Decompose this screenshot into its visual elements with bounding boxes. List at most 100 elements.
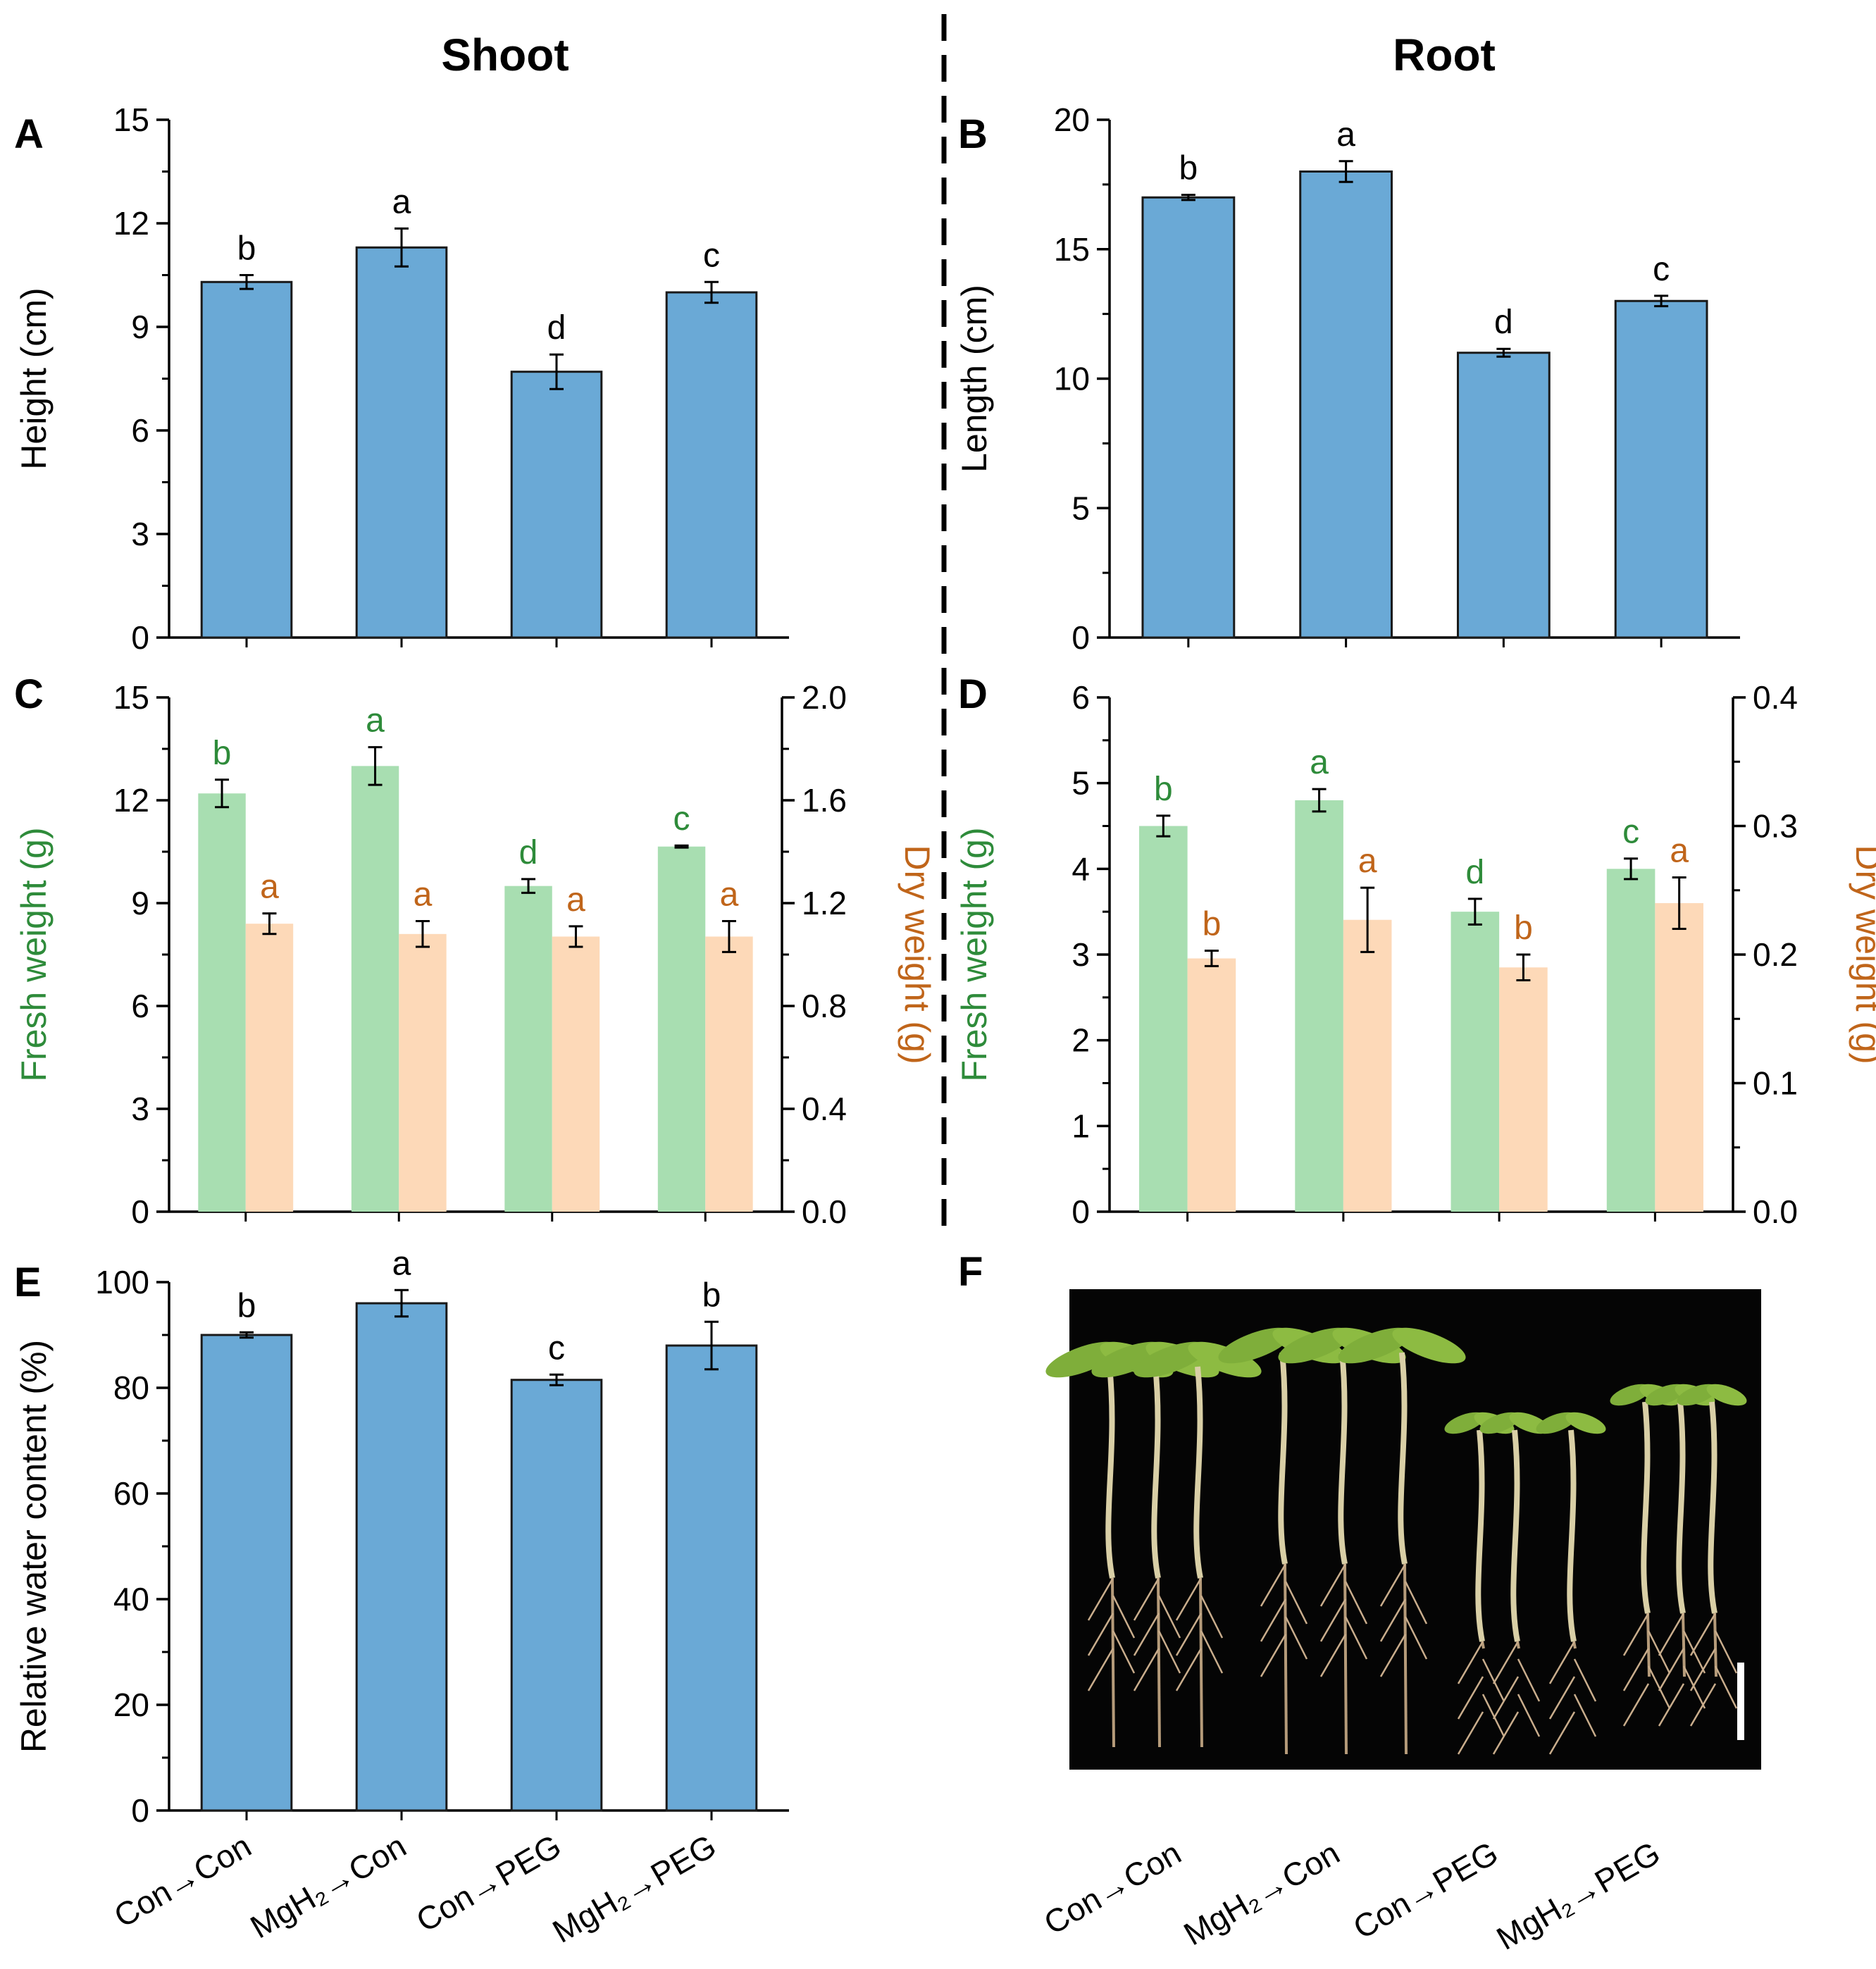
y-tick-label: 0	[131, 619, 149, 656]
seedling-lateral-root	[1319, 1598, 1347, 1642]
seedling-lateral-root	[1087, 1577, 1114, 1621]
seedling-lateral-root	[1457, 1641, 1484, 1684]
significance-letter: a	[1358, 843, 1377, 880]
seedlings-illustration	[1045, 1327, 1747, 1755]
seedling-lateral-root	[1647, 1665, 1671, 1709]
bar	[1299, 170, 1393, 639]
seedling-leaf	[1392, 1327, 1466, 1364]
seedling-lateral-root	[1573, 1658, 1597, 1702]
bar	[355, 1302, 448, 1812]
seedling-lateral-root	[1689, 1613, 1717, 1656]
panel-a-height-chart: A 0 3 6 9 12 15 Height (cm) b a d c	[14, 101, 789, 656]
y-tick-label: 20	[1054, 101, 1090, 138]
seedling-stem	[1398, 1352, 1408, 1565]
significance-letter: a	[566, 881, 585, 919]
significance-letter: a	[1310, 744, 1329, 781]
y-tick-label: 100	[95, 1264, 149, 1300]
seedling-lateral-root	[1658, 1613, 1685, 1656]
seedling-lateral-root	[1404, 1616, 1428, 1660]
seedling-lateral-root	[1492, 1641, 1520, 1684]
x-tick-label: Con→PEG	[410, 1827, 567, 1939]
y-tick-label: 0	[131, 1792, 149, 1829]
y2-tick-label: 2.0	[802, 679, 847, 716]
significance-letter: c	[1622, 814, 1639, 851]
y-axis-label: Height (cm)	[14, 287, 54, 469]
significance-letter: a	[260, 869, 279, 906]
bar	[1655, 903, 1703, 1212]
seedling-lateral-root	[1319, 1563, 1347, 1607]
bar	[399, 933, 447, 1212]
significance-letter: b	[1154, 771, 1173, 808]
header-shoot: Shoot	[441, 30, 569, 80]
seedling-stem	[1676, 1401, 1686, 1614]
significance-letter: c	[673, 800, 690, 838]
seedling-lateral-root	[1457, 1676, 1484, 1720]
bar	[665, 1344, 758, 1812]
y2-tick-label: 0.0	[1753, 1193, 1798, 1230]
y-tick-label: 12	[113, 782, 149, 819]
significance-letter: b	[1179, 150, 1198, 187]
seedling-lateral-root	[1112, 1595, 1136, 1639]
seedling-lateral-root	[1548, 1676, 1576, 1720]
significance-letter: b	[237, 230, 256, 268]
significance-letter: b	[1203, 906, 1222, 943]
y-tick-label: 9	[131, 885, 149, 921]
seedling-stem	[1338, 1352, 1348, 1565]
seedling-lateral-root	[1492, 1711, 1520, 1755]
seedling-lateral-root	[1260, 1598, 1287, 1642]
significance-letter: a	[720, 876, 739, 914]
seedling-lateral-root	[1087, 1613, 1114, 1656]
seedling-stem	[1278, 1352, 1288, 1565]
bar	[1141, 196, 1236, 639]
seedling-leaf	[1706, 1384, 1747, 1406]
bar	[504, 886, 552, 1212]
bar	[510, 1379, 603, 1812]
significance-letter: c	[548, 1329, 565, 1367]
significance-letter: d	[519, 834, 538, 871]
seedling-lateral-root	[1714, 1630, 1738, 1674]
bar	[1343, 919, 1392, 1212]
significance-letter: b	[213, 735, 232, 772]
y-tick-label: 2	[1071, 1022, 1090, 1059]
y-tick-label: 6	[131, 988, 149, 1024]
significance-letter: a	[1336, 116, 1355, 154]
y2-tick-label: 1.6	[802, 782, 847, 819]
seedling-lateral-root	[1714, 1665, 1738, 1709]
seedling-lateral-root	[1175, 1613, 1203, 1656]
bar	[510, 371, 603, 639]
bar	[245, 924, 294, 1212]
y2-tick-label: 0.2	[1753, 936, 1798, 973]
significance-letter: d	[1465, 854, 1484, 891]
seedling-stem	[1105, 1366, 1115, 1579]
bar	[351, 766, 399, 1212]
photo-category-label: Con→PEG	[1347, 1834, 1504, 1946]
seedling-lateral-root	[1175, 1648, 1203, 1691]
seedling-lateral-root	[1319, 1634, 1347, 1677]
bar	[200, 1334, 293, 1812]
seedling-lateral-root	[1133, 1613, 1160, 1656]
seedling-stem	[1708, 1401, 1717, 1614]
photo-category-label: MgH₂→PEG	[1490, 1834, 1666, 1957]
bar	[1187, 958, 1236, 1212]
y-tick-label: 15	[1054, 231, 1090, 268]
panel-d-root-weight-chart: D 0 1 2 3 4 5 6 0.0 0.1 0.2 0.3 0.4 Fresh weight (g) D…	[955, 671, 1876, 1230]
seedling-stem	[1510, 1429, 1520, 1642]
significance-letter: a	[392, 183, 411, 220]
seedling-lateral-root	[1689, 1648, 1717, 1691]
y-tick-label: 1	[1071, 1107, 1090, 1144]
x-tick-label: Con→Con	[108, 1827, 257, 1934]
y-tick-label: 5	[1071, 490, 1090, 526]
x-tick-label: MgH₂→PEG	[546, 1827, 722, 1950]
seedling-lateral-root	[1344, 1581, 1368, 1625]
seedling-root	[1157, 1577, 1161, 1748]
y2-tick-label: 0.4	[1753, 679, 1798, 716]
y2-tick-label: 0.0	[802, 1193, 847, 1230]
significance-letter: d	[1494, 304, 1513, 341]
significance-letter: c	[1653, 251, 1670, 288]
y-tick-label: 6	[131, 412, 149, 449]
seedling-lateral-root	[1682, 1665, 1706, 1709]
scale-bar	[1737, 1663, 1744, 1740]
y-tick-label: 40	[113, 1581, 149, 1617]
y-axis-label: Relative water content (%)	[14, 1340, 54, 1753]
seedling-root	[1343, 1563, 1348, 1755]
